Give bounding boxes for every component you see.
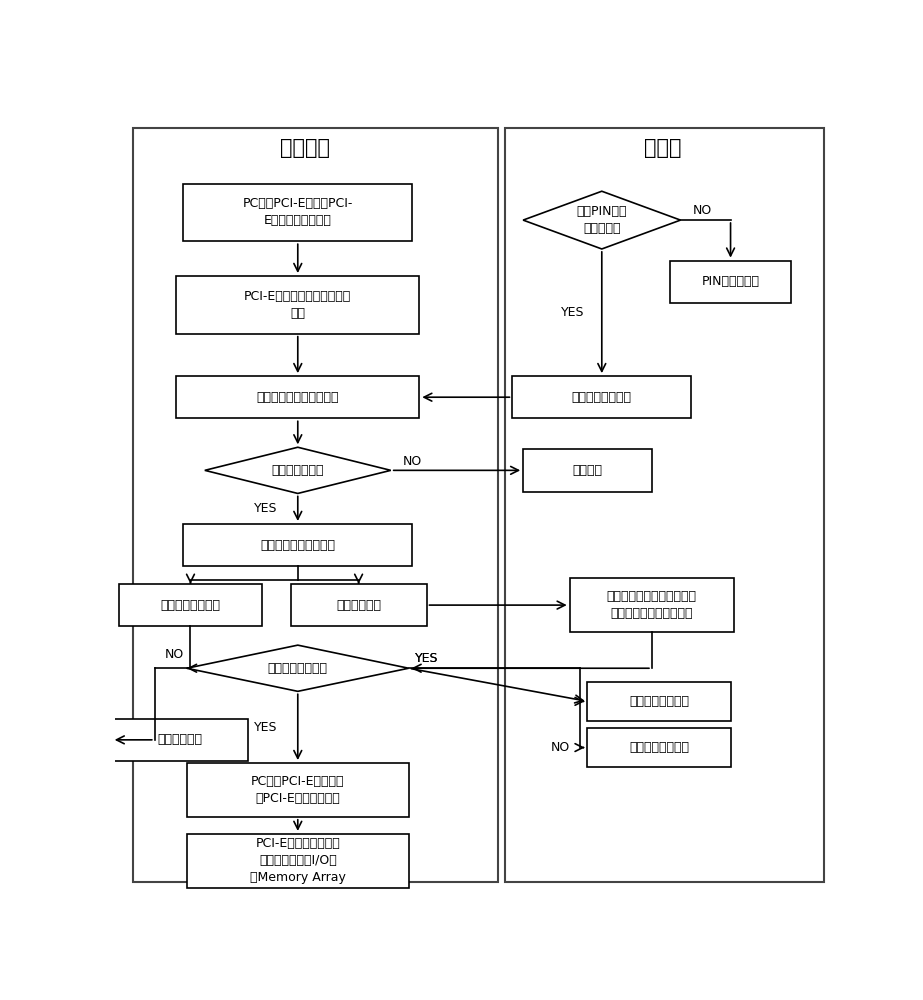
FancyBboxPatch shape xyxy=(119,584,262,626)
Text: NO: NO xyxy=(164,648,184,661)
Text: 在内部进行相应的运算得到
摘要，并发送回主控制器: 在内部进行相应的运算得到 摘要，并发送回主控制器 xyxy=(606,590,697,620)
Text: 主控制器取得用户序列号: 主控制器取得用户序列号 xyxy=(257,391,339,404)
Text: 发送验证要求: 发送验证要求 xyxy=(336,599,381,612)
Text: 服务器端: 服务器端 xyxy=(280,138,330,158)
Text: 输入PIN码，
并进行认证: 输入PIN码， 并进行认证 xyxy=(577,205,627,235)
Text: 拒绝用户访问页面: 拒绝用户访问页面 xyxy=(629,741,689,754)
FancyBboxPatch shape xyxy=(186,763,409,817)
Text: PIN码验证失败: PIN码验证失败 xyxy=(701,275,760,288)
Text: 取得自定义序列号: 取得自定义序列号 xyxy=(571,391,632,404)
Polygon shape xyxy=(205,447,390,493)
Text: 拒绝访问: 拒绝访问 xyxy=(572,464,603,477)
FancyBboxPatch shape xyxy=(588,728,731,767)
FancyBboxPatch shape xyxy=(512,376,691,418)
Text: YES: YES xyxy=(254,721,277,734)
FancyBboxPatch shape xyxy=(569,578,734,632)
Text: 序列号是否正确: 序列号是否正确 xyxy=(271,464,324,477)
FancyBboxPatch shape xyxy=(184,184,413,241)
Polygon shape xyxy=(186,645,409,691)
Text: YES: YES xyxy=(414,652,438,665)
Text: PC通过PCI-E主机对PCI-
E硬盘提出写入需求: PC通过PCI-E主机对PCI- E硬盘提出写入需求 xyxy=(243,197,353,227)
FancyBboxPatch shape xyxy=(670,261,791,303)
Text: 用户端: 用户端 xyxy=(644,138,681,158)
Text: YES: YES xyxy=(414,652,438,665)
Text: PC通过PCI-E接口电路
向PCI-E主控发送数据: PC通过PCI-E接口电路 向PCI-E主控发送数据 xyxy=(251,775,344,805)
Polygon shape xyxy=(523,191,680,249)
Text: PCI-E主控制器将数据
交给通过存储器I/O写
入Memory Array: PCI-E主控制器将数据 交给通过存储器I/O写 入Memory Array xyxy=(250,837,346,884)
Text: 特定运算得到摘要: 特定运算得到摘要 xyxy=(161,599,221,612)
FancyBboxPatch shape xyxy=(184,524,413,566)
Text: YES: YES xyxy=(561,306,585,319)
Text: NO: NO xyxy=(692,204,712,217)
Text: 数据写入失败: 数据写入失败 xyxy=(157,733,202,746)
Text: PCI-E主控制器等待对用户的
验证: PCI-E主控制器等待对用户的 验证 xyxy=(245,290,352,320)
Text: 从数据库取得用户信息: 从数据库取得用户信息 xyxy=(260,539,335,552)
Text: 充许用户访问页面: 充许用户访问页面 xyxy=(629,695,689,708)
FancyBboxPatch shape xyxy=(112,719,247,761)
Text: YES: YES xyxy=(254,502,277,515)
FancyBboxPatch shape xyxy=(291,584,426,626)
FancyBboxPatch shape xyxy=(588,682,731,721)
FancyBboxPatch shape xyxy=(133,128,498,882)
FancyBboxPatch shape xyxy=(505,128,823,882)
FancyBboxPatch shape xyxy=(186,834,409,888)
FancyBboxPatch shape xyxy=(176,276,419,334)
Text: 校验摘要的正确性: 校验摘要的正确性 xyxy=(268,662,328,675)
FancyBboxPatch shape xyxy=(176,376,419,418)
Text: NO: NO xyxy=(551,741,569,754)
Text: NO: NO xyxy=(402,455,422,468)
FancyBboxPatch shape xyxy=(523,449,652,492)
